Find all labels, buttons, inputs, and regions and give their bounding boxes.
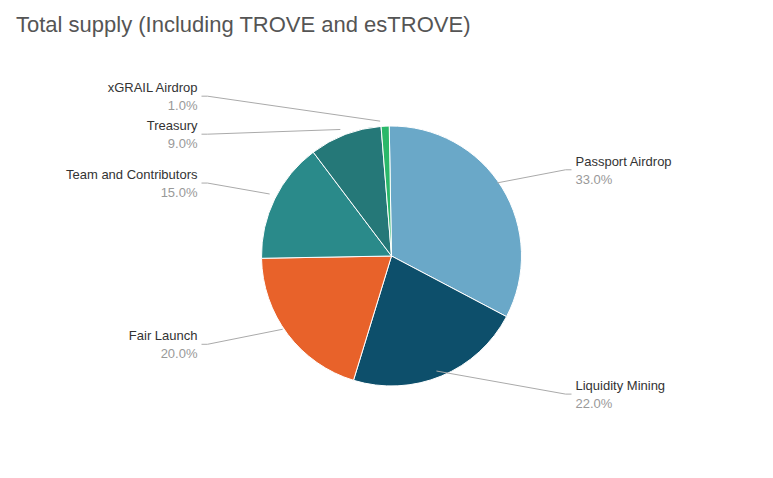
svg-text:1.0%: 1.0% [168, 98, 198, 113]
svg-text:Treasury: Treasury [147, 118, 198, 133]
html-text:Total supply (Including TROVE: Total supply (Including TROVE and esTROV… [16, 12, 471, 37]
svg-text:33.0%: 33.0% [576, 172, 613, 187]
svg-text:Team and Contributors: Team and Contributors [66, 167, 198, 182]
svg-text:9.0%: 9.0% [168, 136, 198, 151]
svg-text:Liquidity Mining: Liquidity Mining [576, 378, 666, 393]
svg-text:15.0%: 15.0% [161, 185, 198, 200]
svg-text:22.0%: 22.0% [576, 396, 613, 411]
svg-text:xGRAIL Airdrop: xGRAIL Airdrop [108, 80, 198, 95]
svg-text:Passport Airdrop: Passport Airdrop [576, 154, 672, 169]
svg-text:20.0%: 20.0% [161, 346, 198, 361]
svg-text:Fair Launch: Fair Launch [129, 328, 198, 343]
